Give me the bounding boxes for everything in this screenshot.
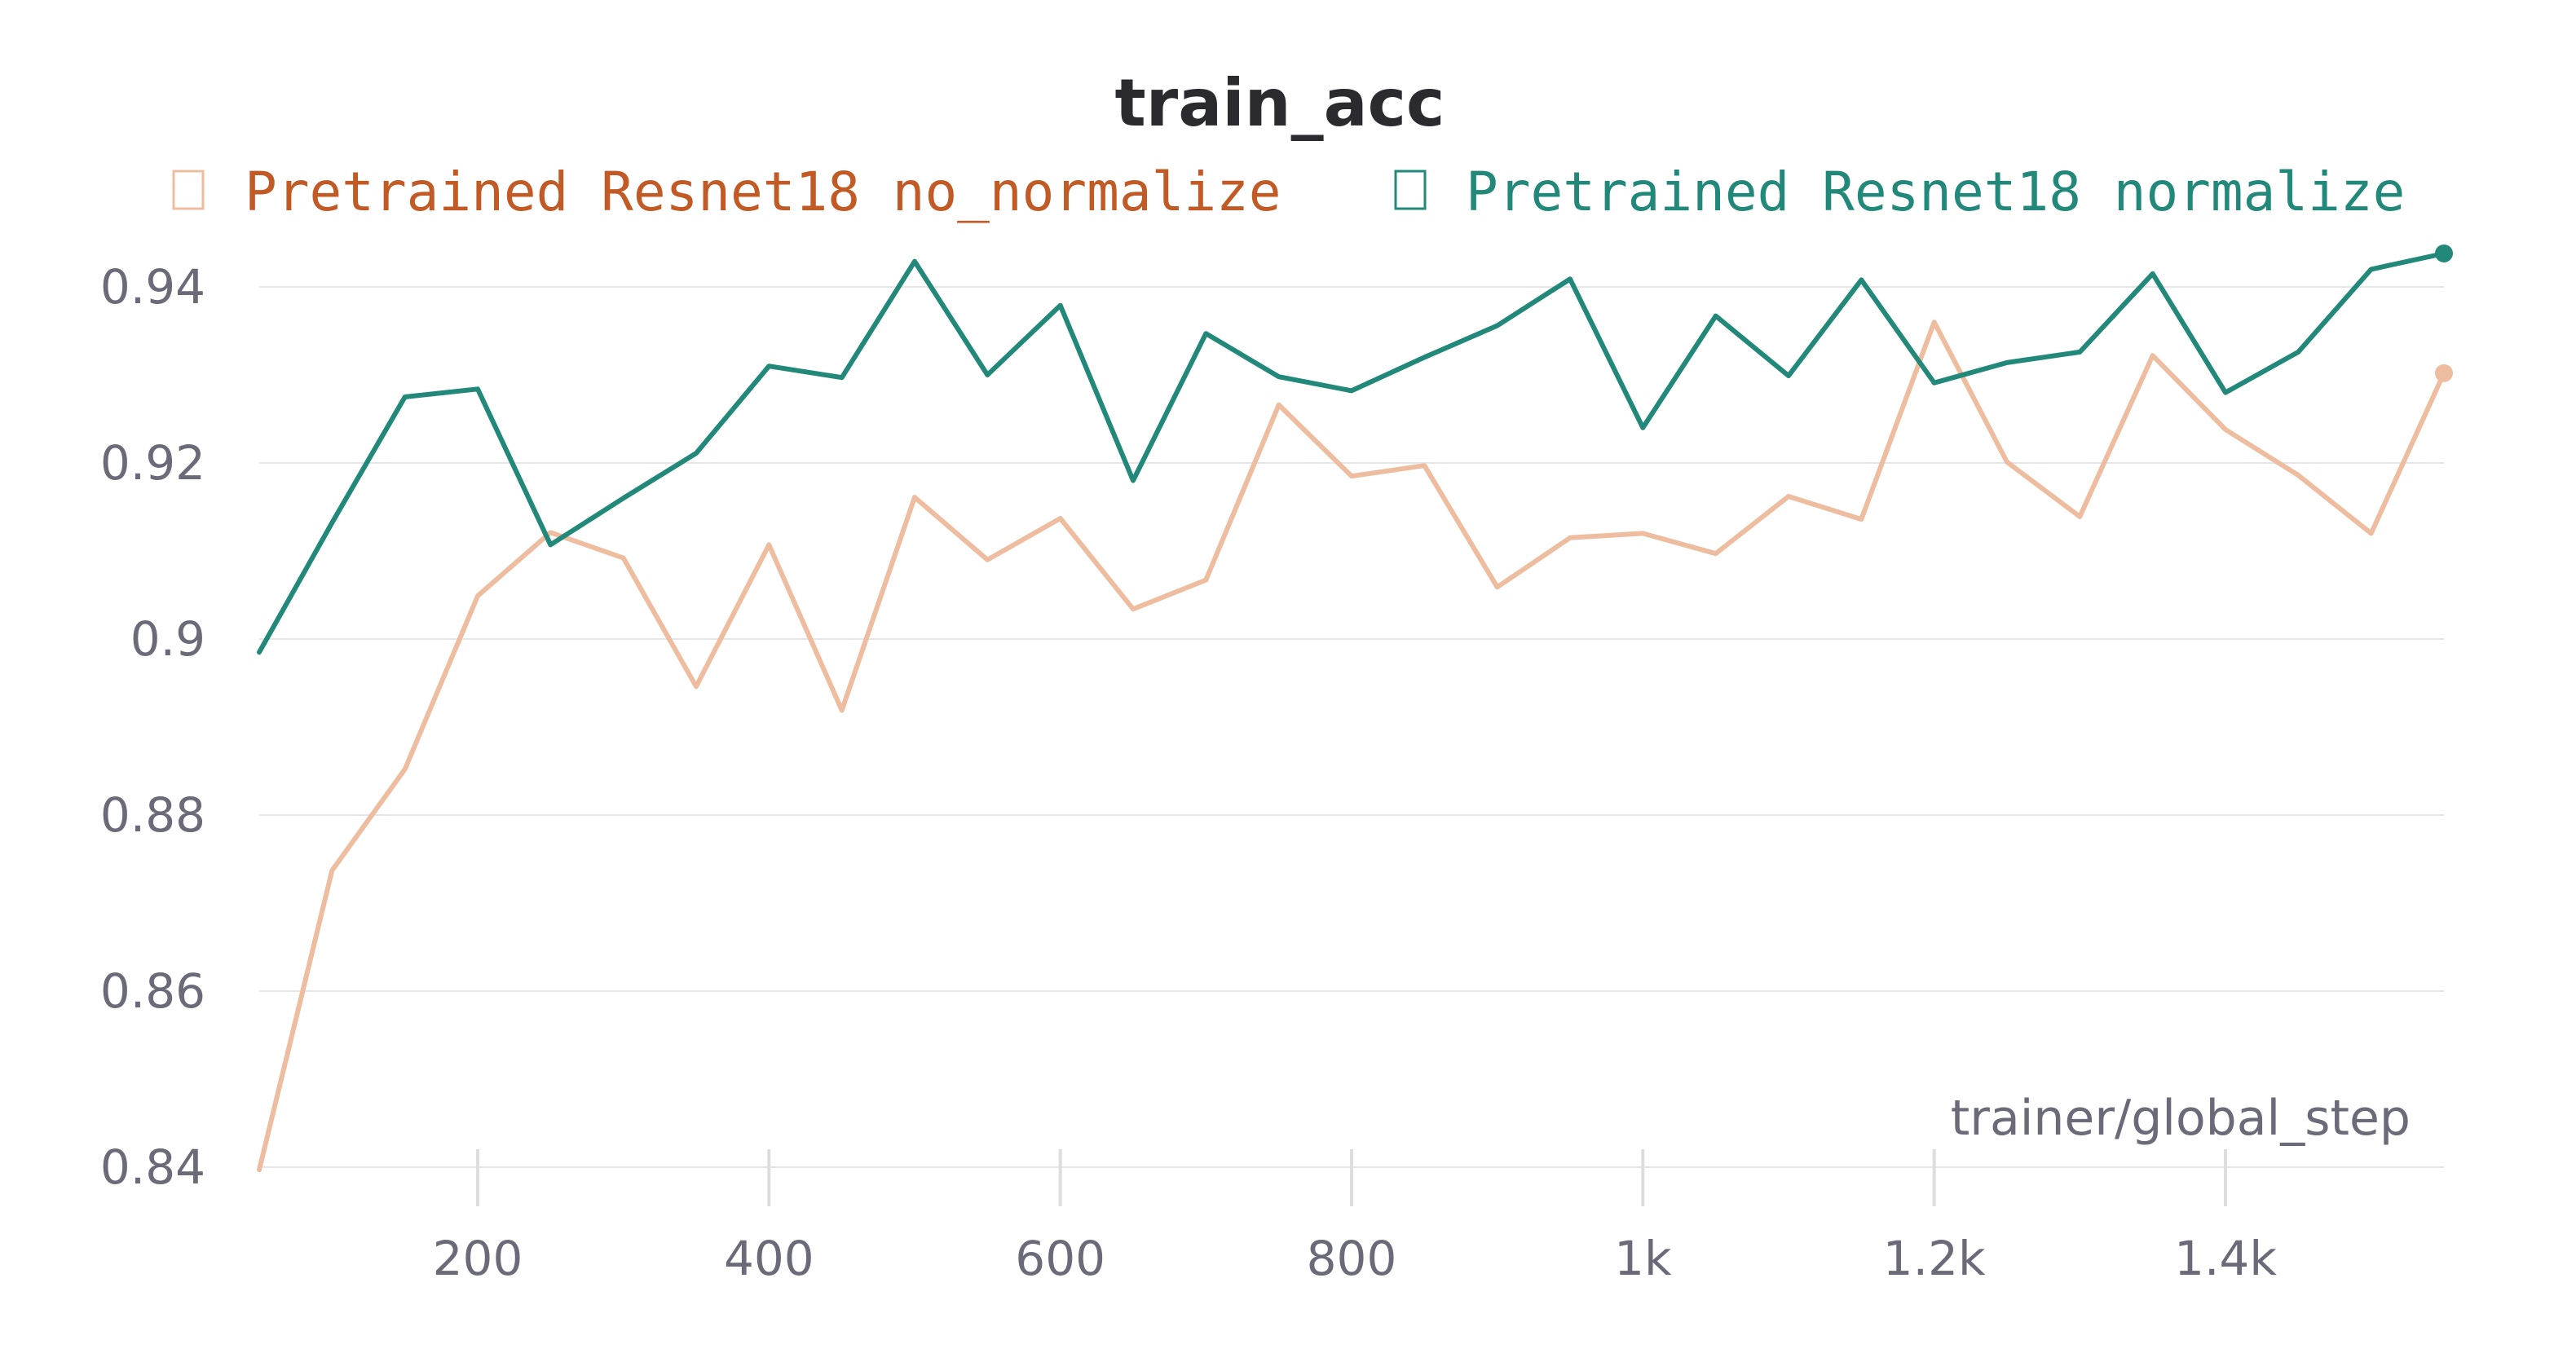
series-normalize <box>257 244 2453 655</box>
legend-item-normalize[interactable]: Pretrained Resnet18 normalize <box>1394 161 2405 223</box>
x-tick-label: 1.4k <box>2174 1231 2277 1286</box>
y-tick-label: 0.9 <box>130 611 205 667</box>
legend-swatch-normalize <box>1394 170 1427 210</box>
x-tick-label: 200 <box>433 1231 523 1286</box>
x-axis-ticks: 200 400 600 800 1k 1.2k 1.4k <box>433 1149 2277 1286</box>
x-tick-label: 600 <box>1015 1231 1105 1286</box>
series-line <box>257 320 2446 1173</box>
y-tick-label: 0.84 <box>100 1139 205 1195</box>
series-lines <box>257 244 2453 1173</box>
x-tick-label: 800 <box>1307 1231 1397 1286</box>
chart-title: train_acc <box>1115 65 1445 141</box>
gridlines <box>259 286 2444 1168</box>
x-tick-label: 1.2k <box>1883 1231 1986 1286</box>
y-tick-label: 0.92 <box>100 435 205 491</box>
legend-swatch-no-normalize <box>172 170 205 210</box>
x-tick-label: 1k <box>1614 1231 1672 1286</box>
y-tick-label: 0.94 <box>100 259 205 315</box>
legend[interactable]: Pretrained Resnet18 no_normalize Pretrai… <box>172 161 2405 223</box>
legend-item-no-normalize[interactable]: Pretrained Resnet18 no_normalize <box>172 161 1281 223</box>
legend-label-normalize: Pretrained Resnet18 normalize <box>1466 161 2405 223</box>
x-axis-label: trainer/global_step <box>1951 1090 2411 1147</box>
y-tick-label: 0.88 <box>100 787 205 843</box>
series-endpoint-marker[interactable] <box>2435 364 2453 382</box>
y-axis-ticks: 0.84 0.86 0.88 0.9 0.92 0.94 <box>100 259 205 1195</box>
x-tick-label: 400 <box>724 1231 814 1286</box>
y-tick-label: 0.86 <box>100 963 205 1019</box>
legend-label-no-normalize: Pretrained Resnet18 no_normalize <box>245 161 1281 223</box>
series-endpoint-marker[interactable] <box>2435 244 2453 262</box>
series-no-normalize <box>257 320 2453 1173</box>
series-line <box>257 251 2446 655</box>
